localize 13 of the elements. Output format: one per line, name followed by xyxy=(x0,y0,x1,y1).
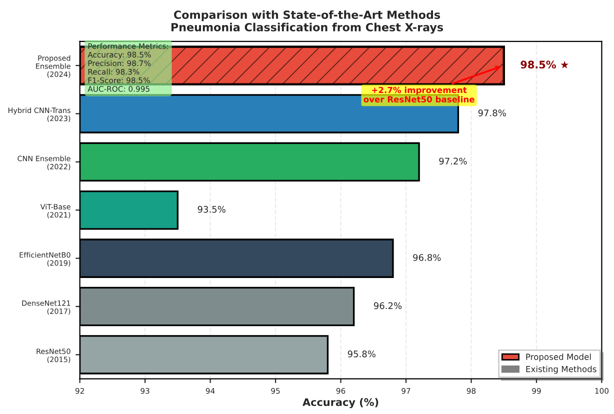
data-label: 96.2% xyxy=(374,302,402,310)
data-label: 97.2% xyxy=(439,158,467,165)
legend-label: Proposed Model xyxy=(526,354,591,362)
data-label: 93.5% xyxy=(198,206,226,213)
legend-label: Existing Methods xyxy=(526,366,596,374)
data-label: 96.8% xyxy=(413,254,441,261)
data-label: 97.8% xyxy=(478,109,506,116)
x-axis-title: Accuracy (%) xyxy=(302,398,378,408)
chart-title: Comparison with State-of-the-Art Methods xyxy=(174,10,440,22)
data-label: 95.8% xyxy=(348,350,376,358)
data-label: 98.5% ★ xyxy=(520,60,569,69)
annotation: +2.7% improvement over ResNet50 baseline xyxy=(364,86,474,102)
chart-subtitle: Pneumonia Classification from Chest X-rays xyxy=(171,22,444,34)
